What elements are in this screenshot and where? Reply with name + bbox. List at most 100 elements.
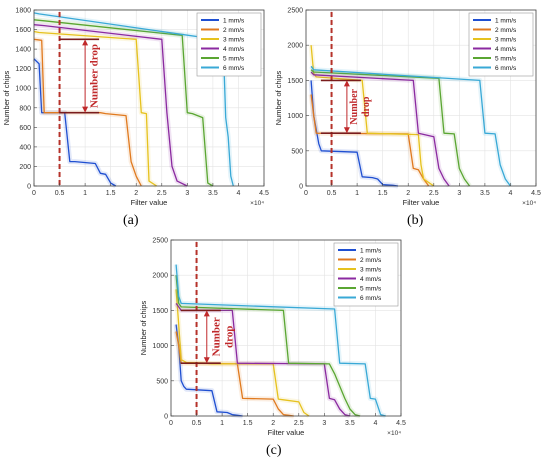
annotation-number-drop: Number drop xyxy=(89,44,101,108)
x-tick-label: 4.5 xyxy=(259,190,269,197)
x-tick-label: 0.5 xyxy=(327,190,337,197)
x-tick-label: 0 xyxy=(169,420,173,427)
drop-arrow-head-down xyxy=(82,106,89,113)
y-axis-label: Number of chips xyxy=(139,300,148,355)
x-tick-label: 4.5 xyxy=(531,190,541,197)
x-tick-label: 1 xyxy=(83,190,87,197)
x-tick-label: 2 xyxy=(406,190,410,197)
annotation-number-drop-line2: drop xyxy=(361,96,372,117)
series-line-4 xyxy=(33,24,188,187)
y-axis-label: Number of chips xyxy=(2,70,11,125)
y-axis-label: Number of chips xyxy=(274,70,283,125)
legend-label-2: 2 mm/s xyxy=(223,27,245,34)
legend-box xyxy=(333,242,399,307)
series-line-1 xyxy=(310,80,399,187)
y-tick-label: 0 xyxy=(27,184,31,191)
y-tick-label: 200 xyxy=(19,164,31,171)
y-tick-label: 500 xyxy=(291,148,303,155)
x-axis-label: Filter value xyxy=(268,428,305,437)
x-tick-label: 3 xyxy=(457,190,461,197)
legend-label-3: 3 mm/s xyxy=(495,36,517,43)
series-line-6 xyxy=(175,264,386,417)
legend-label-4: 4 mm/s xyxy=(360,276,382,283)
x-tick-label: 0 xyxy=(32,190,36,197)
chart-c: Number drop 0 0.5 1 1.5 2 2.5 3 3.5 4 4.5 0 500 1000 15… xyxy=(139,238,406,438)
x-tick-label: 3 xyxy=(322,420,326,427)
legend-label-2: 2 mm/s xyxy=(360,257,382,264)
x-multiplier-label: ×10⁴ xyxy=(387,430,401,437)
legend-label-2: 2 mm/s xyxy=(495,27,517,34)
x-tick-label: 1.5 xyxy=(243,420,253,427)
y-tick-label: 1800 xyxy=(15,8,31,15)
x-tick-label: 2.5 xyxy=(294,420,304,427)
x-tick-label: 1.5 xyxy=(378,190,388,197)
drop-arrow-head-down xyxy=(343,127,350,134)
y-tick-label: 1000 xyxy=(15,86,31,93)
x-multiplier-label: ×10⁴ xyxy=(522,200,536,207)
x-tick-label: 3.5 xyxy=(480,190,490,197)
chart-b: Number drop 0 0.5 1 1.5 2 2.5 3 3.5 4 4.5 0 500 1000 15… xyxy=(274,8,541,208)
series-line-6 xyxy=(310,65,511,187)
y-tick-label: 800 xyxy=(19,105,31,112)
y-tick-label: 1000 xyxy=(152,343,168,350)
legend-label-4: 4 mm/s xyxy=(495,46,517,53)
legend-box xyxy=(196,12,262,77)
y-tick-label: 1200 xyxy=(15,66,31,73)
x-tick-label: 1 xyxy=(355,190,359,197)
legend-box xyxy=(468,12,534,77)
x-tick-label: 0.5 xyxy=(55,190,65,197)
drop-arrow-head-up xyxy=(203,310,210,317)
legend-label-5: 5 mm/s xyxy=(360,285,382,292)
y-tick-label: 2000 xyxy=(152,273,168,280)
x-axis-label: Filter value xyxy=(131,198,168,207)
y-tick-label: 600 xyxy=(19,125,31,132)
series-line-2 xyxy=(33,38,142,187)
x-tick-label: 4 xyxy=(508,190,512,197)
x-tick-label: 1.5 xyxy=(106,190,116,197)
series-line-3 xyxy=(33,30,158,187)
x-tick-label: 2 xyxy=(134,190,138,197)
y-tick-label: 2000 xyxy=(287,43,303,50)
legend-label-5: 5 mm/s xyxy=(223,55,245,62)
y-tick-label: 400 xyxy=(19,144,31,151)
drop-arrow-head-down xyxy=(203,357,210,364)
annotation-number-drop-line1: Number xyxy=(210,317,222,356)
y-tick-label: 1000 xyxy=(287,113,303,120)
legend-label-1: 1 mm/s xyxy=(495,17,517,24)
y-tick-label: 0 xyxy=(299,184,303,191)
y-tick-label: 500 xyxy=(156,378,168,385)
y-tick-label: 1400 xyxy=(15,47,31,54)
drop-arrow-head-up xyxy=(82,39,89,46)
series-line-1 xyxy=(33,58,117,187)
series-line-2 xyxy=(175,331,294,417)
legend-label-1: 1 mm/s xyxy=(360,247,382,254)
legend-label-3: 3 mm/s xyxy=(360,266,382,273)
axes-frame xyxy=(33,9,265,187)
y-tick-label: 1500 xyxy=(152,308,168,315)
x-tick-label: 2.5 xyxy=(157,190,167,197)
x-tick-label: 4 xyxy=(373,420,377,427)
legend-label-1: 1 mm/s xyxy=(223,17,245,24)
x-tick-label: 3.5 xyxy=(208,190,218,197)
axes-frame xyxy=(305,9,537,187)
series-line-5 xyxy=(310,69,471,187)
y-tick-label: 2500 xyxy=(152,238,168,245)
series-line-5 xyxy=(175,275,361,417)
panel-label-b: (b) xyxy=(407,213,424,228)
x-tick-label: 4 xyxy=(236,190,240,197)
x-tick-label: 0.5 xyxy=(192,420,202,427)
legend-label-6: 6 mm/s xyxy=(223,65,245,72)
y-tick-label: 0 xyxy=(164,414,168,421)
legend-label-3: 3 mm/s xyxy=(223,36,245,43)
x-tick-label: 3 xyxy=(185,190,189,197)
series-line-5 xyxy=(33,19,214,187)
x-tick-label: 0 xyxy=(304,190,308,197)
x-tick-label: 3.5 xyxy=(345,420,355,427)
x-axis-label: Filter value xyxy=(403,198,440,207)
x-tick-label: 1 xyxy=(220,420,224,427)
legend-label-6: 6 mm/s xyxy=(360,295,382,302)
chart-a: Number drop 0 0.5 1 1.5 2 2.5 3 3.5 4 4.5 0 200 400 60… xyxy=(2,8,269,208)
y-tick-label: 1600 xyxy=(15,27,31,34)
panel-label-c: (c) xyxy=(266,443,282,458)
x-tick-label: 2 xyxy=(271,420,275,427)
